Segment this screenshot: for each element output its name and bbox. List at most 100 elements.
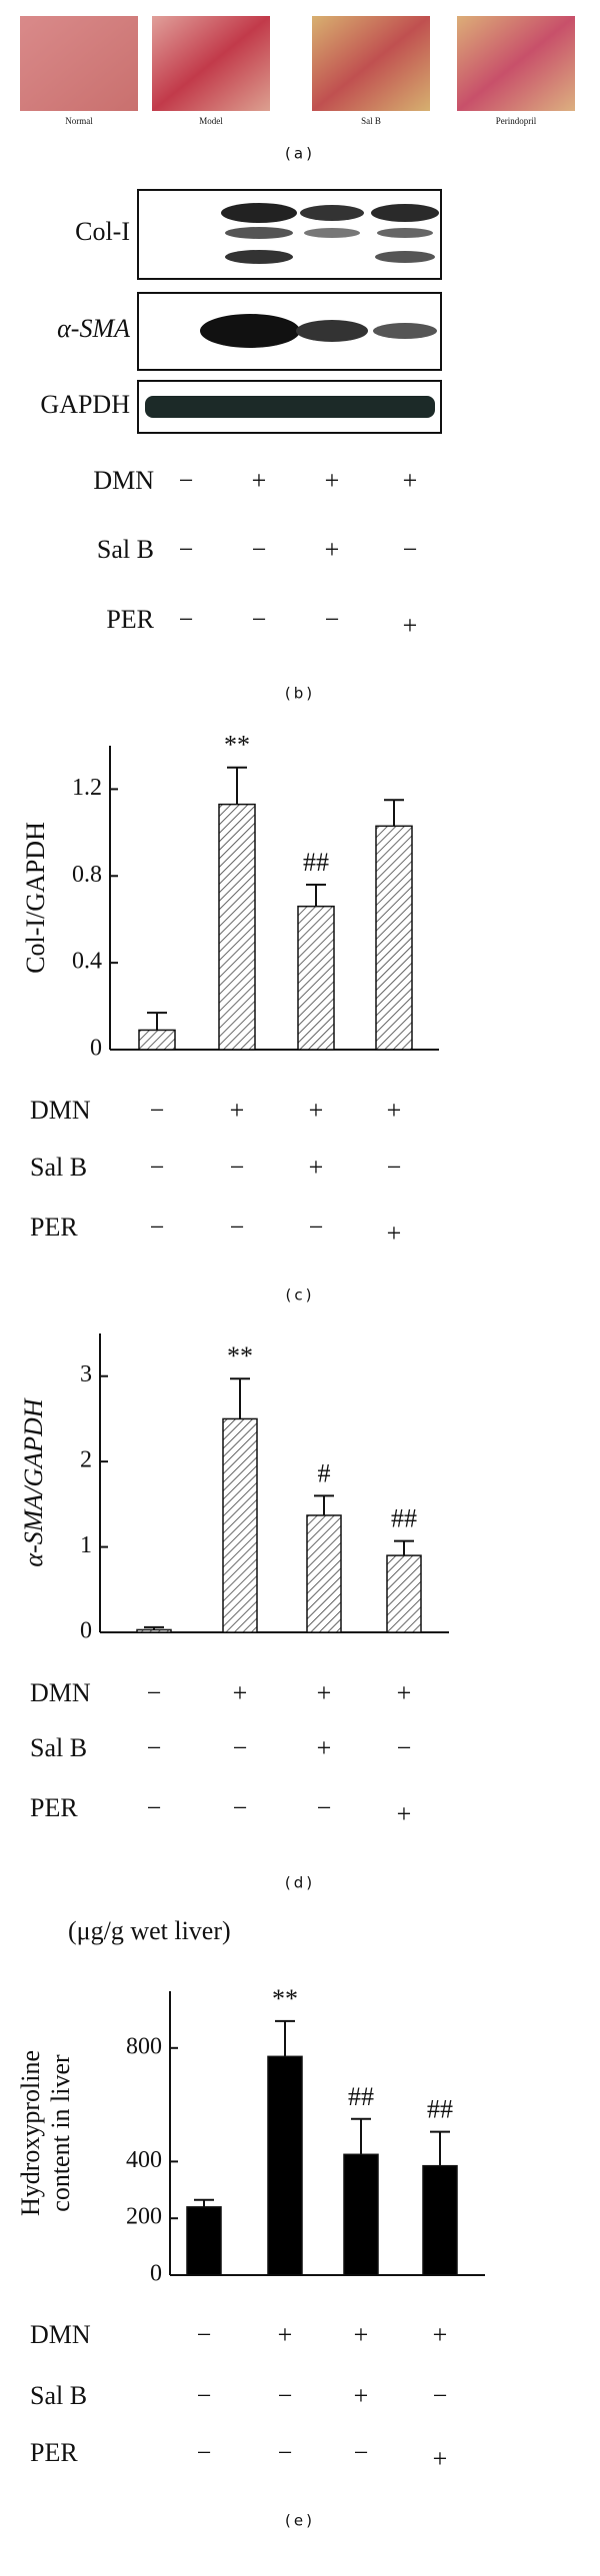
blot-label: Col-I xyxy=(75,217,130,246)
image-caption: Perindopril xyxy=(496,116,537,126)
treatment-sign: + xyxy=(387,1096,402,1125)
treatment-sign: − xyxy=(397,1733,412,1762)
treatment-sign: − xyxy=(278,2381,293,2410)
treatment-sign: + xyxy=(403,466,418,495)
panel-label: (c) xyxy=(286,1287,315,1304)
treatment-name: DMN xyxy=(30,1096,91,1125)
treatment-sign: + xyxy=(230,1096,245,1125)
y-axis-label: α-SMA/GAPDH xyxy=(19,1397,48,1566)
panel-label: (e) xyxy=(285,2512,315,2530)
treatment-sign: − xyxy=(309,1213,324,1242)
bar xyxy=(422,2164,458,2276)
treatment-sign: − xyxy=(403,535,418,564)
treatment-name: DMN xyxy=(93,466,154,495)
significance-mark: ## xyxy=(427,2095,453,2124)
treatment-name: Sal B xyxy=(30,1733,87,1762)
treatment-sign: + xyxy=(325,535,340,564)
bar xyxy=(375,825,413,1051)
y-tick-label: 200 xyxy=(126,2204,162,2230)
treatment-name: Sal B xyxy=(97,535,154,564)
treatment-sign: − xyxy=(197,2381,212,2410)
y-tick-label: 0 xyxy=(80,1618,92,1644)
error-bar xyxy=(384,799,404,827)
error-bar xyxy=(314,1494,334,1515)
bar xyxy=(267,2055,303,2276)
y-tick-label: 400 xyxy=(126,2147,162,2173)
error-bar xyxy=(230,1377,250,1419)
y-tick-label: 0.8 xyxy=(72,862,102,888)
treatment-sign: + xyxy=(387,1219,402,1248)
treatment-name: DMN xyxy=(30,2320,91,2349)
treatment-sign: − xyxy=(354,2438,369,2467)
treatment-name: Sal B xyxy=(30,2381,87,2410)
treatment-sign: + xyxy=(403,611,418,640)
panel-label: (d) xyxy=(285,1874,315,1892)
histology-image xyxy=(312,16,430,111)
treatment-sign: − xyxy=(230,1213,245,1242)
significance-mark: ** xyxy=(227,1341,253,1370)
y-axis-label: Col-I/GAPDH xyxy=(21,822,50,974)
image-caption: Model xyxy=(199,116,223,126)
blot-label: α-SMA xyxy=(57,314,130,343)
y-tick-label: 1.2 xyxy=(72,775,102,801)
panel-label: (a) xyxy=(285,145,315,163)
treatment-sign: + xyxy=(278,2320,293,2349)
error-bar xyxy=(147,1012,167,1031)
treatment-sign: − xyxy=(147,1793,162,1822)
treatment-sign: − xyxy=(197,2438,212,2467)
panel-label: (b) xyxy=(285,685,315,703)
treatment-sign: + xyxy=(252,466,267,495)
histology-image xyxy=(457,16,575,111)
y-tick-label: 0 xyxy=(150,2261,162,2287)
treatment-sign: − xyxy=(317,1793,332,1822)
error-bar xyxy=(394,1539,414,1556)
bar xyxy=(222,1417,258,1633)
bar xyxy=(386,1554,422,1633)
treatment-sign: − xyxy=(179,466,194,495)
treatment-sign: + xyxy=(354,2381,369,2410)
bar xyxy=(136,1628,172,1633)
treatment-sign: + xyxy=(233,1678,248,1707)
error-bar xyxy=(306,883,326,907)
y-tick-label: 800 xyxy=(126,2033,162,2059)
y-axis-label: Hydroxyproline xyxy=(16,2050,45,2216)
error-bar xyxy=(351,2117,371,2155)
y-tick-label: 3 xyxy=(80,1361,92,1387)
significance-mark: ## xyxy=(303,848,329,877)
treatment-sign: − xyxy=(233,1793,248,1822)
treatment-sign: + xyxy=(317,1678,332,1707)
error-bar xyxy=(275,2019,295,2057)
treatment-sign: − xyxy=(147,1733,162,1762)
treatment-sign: − xyxy=(433,2381,448,2410)
treatment-sign: + xyxy=(397,1678,412,1707)
error-bar xyxy=(194,2198,214,2207)
bar xyxy=(138,1029,176,1051)
significance-mark: ## xyxy=(348,2082,374,2111)
bar xyxy=(218,803,256,1051)
y-tick-label: 0 xyxy=(90,1036,102,1062)
treatment-sign: − xyxy=(387,1153,402,1182)
treatment-sign: − xyxy=(233,1733,248,1762)
y-axis-label: content in liver xyxy=(46,2054,75,2212)
histology-image xyxy=(20,16,138,111)
error-bar xyxy=(430,2130,450,2166)
significance-mark: # xyxy=(318,1458,331,1487)
treatment-sign: + xyxy=(325,466,340,495)
treatment-name: PER xyxy=(30,1793,78,1822)
treatment-sign: + xyxy=(309,1153,324,1182)
treatment-name: Sal B xyxy=(30,1153,87,1182)
bar xyxy=(186,2206,222,2276)
significance-mark: ## xyxy=(391,1504,417,1533)
western-blot xyxy=(137,189,442,434)
treatment-name: PER xyxy=(106,605,154,634)
significance-mark: ** xyxy=(224,731,250,760)
treatment-sign: − xyxy=(252,535,267,564)
treatment-sign: + xyxy=(309,1096,324,1125)
treatment-sign: − xyxy=(325,605,340,634)
y-tick-label: 2 xyxy=(80,1447,92,1473)
histology-image xyxy=(152,16,270,111)
treatment-sign: − xyxy=(150,1153,165,1182)
bar xyxy=(343,2153,379,2276)
unit-label: (μg/g wet liver) xyxy=(68,1916,231,1945)
